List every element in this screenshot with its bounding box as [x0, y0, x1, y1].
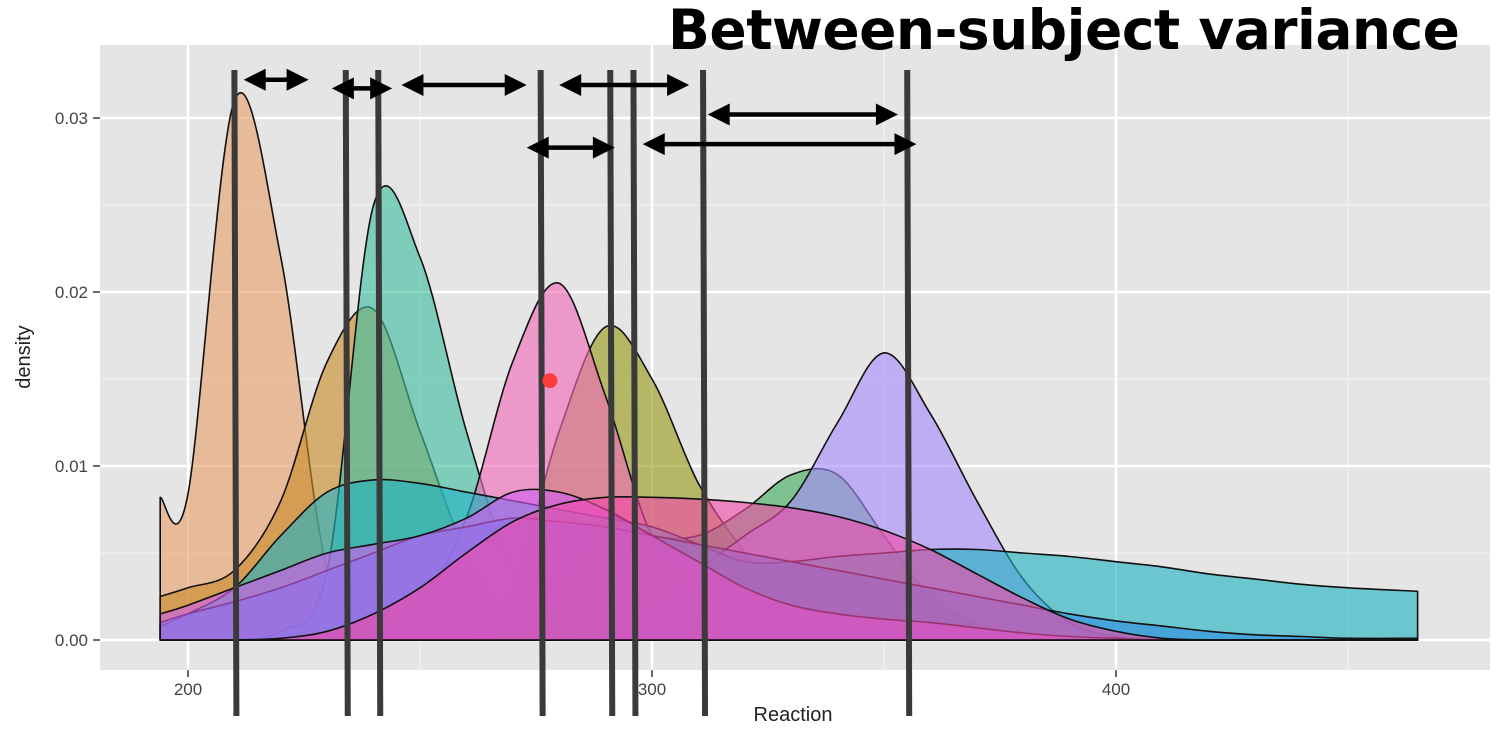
y-tick-label: 0.00 [55, 631, 88, 650]
arrow-head-left [331, 77, 354, 100]
x-axis-label: Reaction [754, 704, 833, 726]
y-tick-label: 0.02 [55, 283, 88, 302]
arrow-2 [331, 77, 393, 100]
heading: Between-subject variance [668, 0, 1460, 62]
mean-line-5 [607, 69, 616, 717]
mean-line-7 [700, 69, 709, 717]
mean-line-8 [904, 69, 913, 717]
mean-line-2 [342, 69, 351, 717]
mean-line-3 [375, 69, 384, 717]
arrow-head-left [642, 133, 665, 156]
y-tick-label: 0.03 [55, 109, 88, 128]
arrow-head-right [504, 73, 527, 96]
y-tick-label: 0.01 [55, 457, 88, 476]
highlight-point [542, 373, 558, 389]
arrow-head-left [401, 73, 424, 96]
highlight-point-group [542, 373, 558, 389]
arrow-head-right [370, 77, 393, 100]
arrow-head-right [667, 73, 690, 96]
arrow-head-left [707, 103, 730, 126]
arrow-5 [707, 103, 898, 126]
mean-line-1 [231, 69, 240, 717]
arrow-1 [243, 68, 309, 91]
arrow-6 [526, 136, 615, 159]
mean-line-6 [630, 69, 639, 717]
arrow-4 [559, 73, 690, 96]
arrow-3 [401, 73, 527, 96]
arrow-head-right [875, 103, 898, 126]
x-tick-label: 400 [1102, 680, 1130, 699]
x-tick-label: 200 [174, 680, 202, 699]
x-tick-label: 300 [638, 680, 666, 699]
arrow-head-left [243, 68, 266, 91]
density-area-11 [159, 495, 1419, 641]
arrow-7 [642, 133, 917, 156]
y-axis-label: density [13, 325, 35, 388]
arrow-head-left [559, 73, 582, 96]
arrow-head-right [894, 133, 917, 156]
arrows [243, 68, 917, 159]
arrow-head-left [526, 136, 549, 159]
y-axis-ticks: 0.00 0.01 0.02 0.03 [55, 109, 100, 650]
vertical-lines [231, 69, 913, 717]
x-axis-ticks: 200 300 400 [174, 670, 1130, 699]
arrow-head-right [592, 136, 615, 159]
density-areas [159, 92, 1419, 641]
arrow-head-right [286, 68, 309, 91]
mean-line-4 [537, 69, 546, 717]
